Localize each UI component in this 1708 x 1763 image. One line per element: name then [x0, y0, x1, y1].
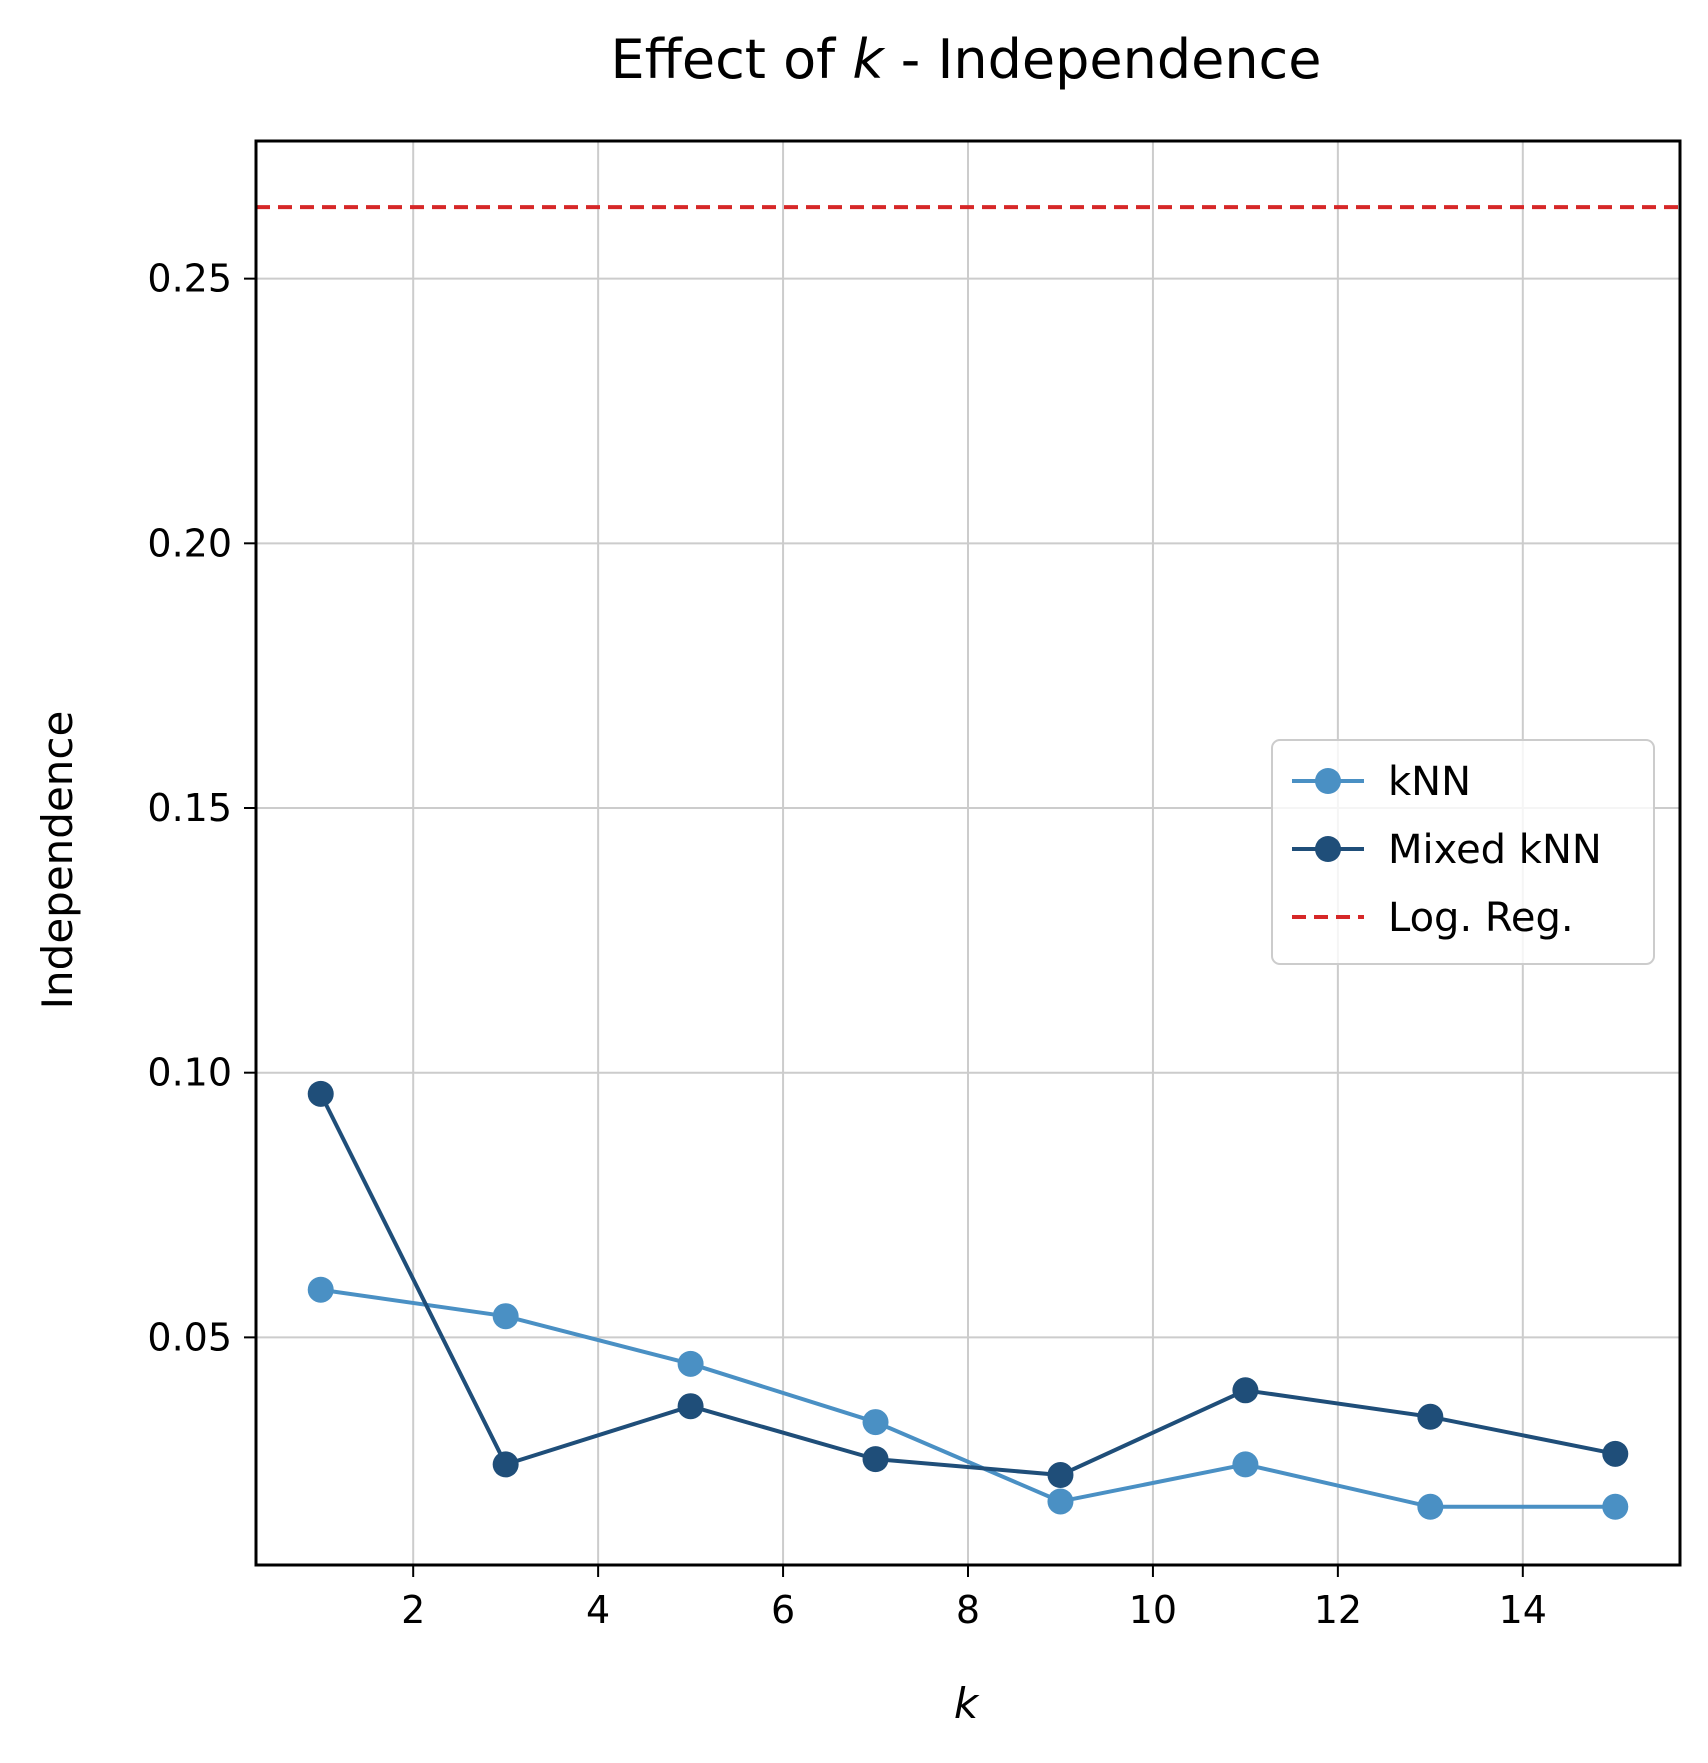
data-point-knn	[307, 1276, 334, 1303]
series-knn	[307, 1276, 1629, 1520]
series-line-mixed-knn	[318, 1092, 1616, 1478]
data-point-knn	[1232, 1451, 1259, 1478]
legend-entry-knn: kNN	[1292, 759, 1471, 805]
data-point-knn	[1417, 1493, 1444, 1520]
data-point-mixed-knn	[677, 1393, 704, 1420]
x-tick-label: 10	[1129, 1588, 1177, 1632]
x-axis-ticks: 2 4 6 8 10 12 14	[401, 1565, 1547, 1632]
legend-log-reg-label: Log. Reg.	[1388, 895, 1574, 941]
legend-mixed-knn-marker	[1315, 836, 1341, 862]
y-axis-ticks: 0.05 0.10 0.15 0.20 0.25	[147, 257, 256, 1359]
x-tick-label: 8	[956, 1588, 980, 1632]
legend-mixed-knn-label: Mixed kNN	[1388, 827, 1602, 873]
legend: kNN Mixed kNN Log. Reg.	[1271, 739, 1655, 965]
chart-title: Effect of k - Independence	[611, 28, 1322, 91]
data-point-mixed-knn	[1602, 1440, 1629, 1467]
legend-entry-log-reg: Log. Reg.	[1292, 895, 1574, 941]
x-tick-label: 14	[1499, 1588, 1547, 1632]
data-point-mixed-knn	[1047, 1462, 1074, 1489]
data-point-knn	[862, 1409, 889, 1436]
legend-entry-mixed-knn: Mixed kNN	[1292, 827, 1602, 873]
y-axis-label: Independence	[33, 711, 82, 1010]
legend-box	[1271, 739, 1655, 965]
legend-knn-marker	[1315, 768, 1341, 794]
x-tick-label: 4	[586, 1588, 610, 1632]
y-tick-label: 0.05	[147, 1315, 232, 1359]
series-layer	[307, 1080, 1629, 1520]
y-tick-label: 0.20	[147, 521, 232, 565]
series-mixed-knn	[307, 1080, 1629, 1489]
y-tick-label: 0.10	[147, 1051, 232, 1095]
data-point-knn	[1602, 1493, 1629, 1520]
data-point-mixed-knn	[1232, 1377, 1259, 1404]
x-tick-label: 12	[1314, 1588, 1362, 1632]
y-tick-label: 0.25	[147, 257, 232, 301]
data-point-knn	[492, 1303, 519, 1330]
x-tick-label: 2	[401, 1588, 425, 1632]
legend-knn-label: kNN	[1388, 759, 1471, 805]
x-tick-label: 6	[771, 1588, 795, 1632]
data-point-mixed-knn	[307, 1080, 334, 1107]
data-point-mixed-knn	[1417, 1403, 1444, 1430]
data-point-mixed-knn	[862, 1446, 889, 1473]
y-tick-label: 0.15	[147, 786, 232, 830]
x-axis-label: k	[954, 1679, 980, 1728]
data-point-mixed-knn	[492, 1451, 519, 1478]
data-point-knn	[1047, 1488, 1074, 1515]
data-point-knn	[677, 1350, 704, 1377]
series-line-knn	[320, 1287, 1616, 1509]
